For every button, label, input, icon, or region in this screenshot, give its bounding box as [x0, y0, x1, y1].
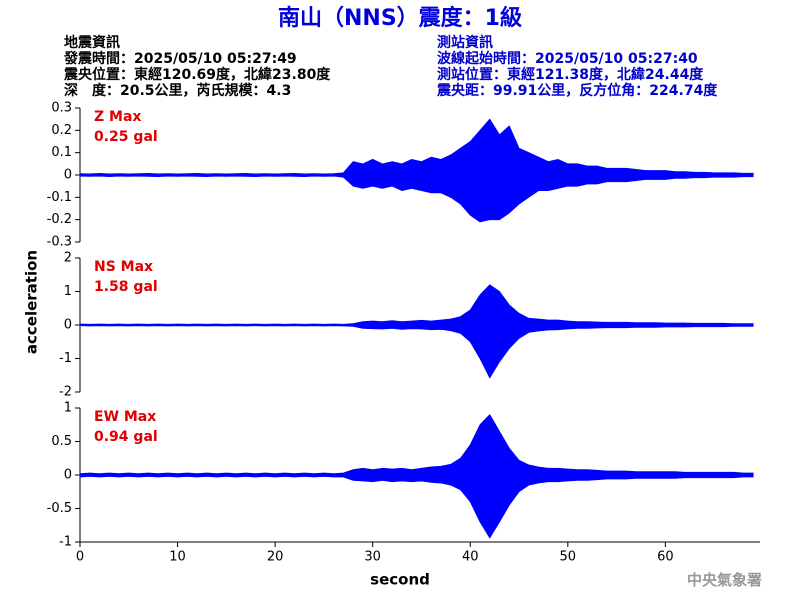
- y-tick-label: -1: [59, 535, 72, 550]
- y-tick-label: -0.3: [47, 235, 72, 250]
- y-tick-label: 0.1: [51, 145, 72, 160]
- x-tick-label: 40: [462, 550, 479, 565]
- panel-label: NS Max: [94, 259, 153, 275]
- info-right: 測站位置：東經121.38度，北緯24.44度: [437, 66, 704, 83]
- x-tick-label: 60: [657, 550, 674, 565]
- y-tick-label: 2: [64, 251, 72, 266]
- waveform: [79, 414, 754, 539]
- panel-max: 0.94 gal: [94, 429, 158, 445]
- y-tick-label: 0.2: [51, 123, 72, 138]
- y-tick-label: -0.2: [47, 212, 72, 227]
- x-tick-label: 50: [560, 550, 577, 565]
- x-tick-label: 10: [169, 550, 186, 565]
- x-axis-label: second: [370, 571, 430, 589]
- y-tick-label: -1: [59, 351, 72, 366]
- y-tick-label: -0.1: [47, 190, 72, 205]
- credit: 中央氣象署: [687, 571, 762, 589]
- x-tick-label: 0: [76, 550, 84, 565]
- y-tick-label: 1: [64, 401, 72, 416]
- y-tick-label: 0.5: [51, 434, 72, 449]
- waveform: [79, 284, 754, 379]
- panel-max: 1.58 gal: [94, 279, 158, 295]
- waveform: [79, 118, 754, 223]
- info-right: 震央距：99.91公里，反方位角：224.74度: [436, 82, 718, 99]
- chart-title: 南山（NNS）震度：1級: [278, 5, 522, 31]
- x-tick-label: 20: [267, 550, 284, 565]
- info-left: 深 度：20.5公里，芮氏規模：4.3: [64, 82, 291, 99]
- y-tick-label: 0: [64, 168, 72, 183]
- info-left: 震央位置：東經120.69度，北緯23.80度: [63, 66, 331, 83]
- info-left: 發震時間：2025/05/10 05:27:49: [63, 50, 297, 67]
- info-right: 測站資訊: [437, 34, 493, 51]
- y-tick-label: 0.3: [51, 101, 72, 116]
- info-left: 地震資訊: [64, 34, 120, 51]
- y-axis-label: acceleration: [23, 250, 41, 354]
- panel-max: 0.25 gal: [94, 129, 158, 145]
- panel-label: EW Max: [94, 409, 156, 425]
- y-tick-label: 0: [64, 318, 72, 333]
- panel-label: Z Max: [94, 109, 141, 125]
- y-tick-label: -2: [59, 385, 72, 400]
- y-tick-label: -0.5: [47, 501, 72, 516]
- x-tick-label: 30: [364, 550, 381, 565]
- y-tick-label: 1: [64, 284, 72, 299]
- y-tick-label: 0: [64, 468, 72, 483]
- info-right: 波線起始時間：2025/05/10 05:27:40: [437, 50, 698, 67]
